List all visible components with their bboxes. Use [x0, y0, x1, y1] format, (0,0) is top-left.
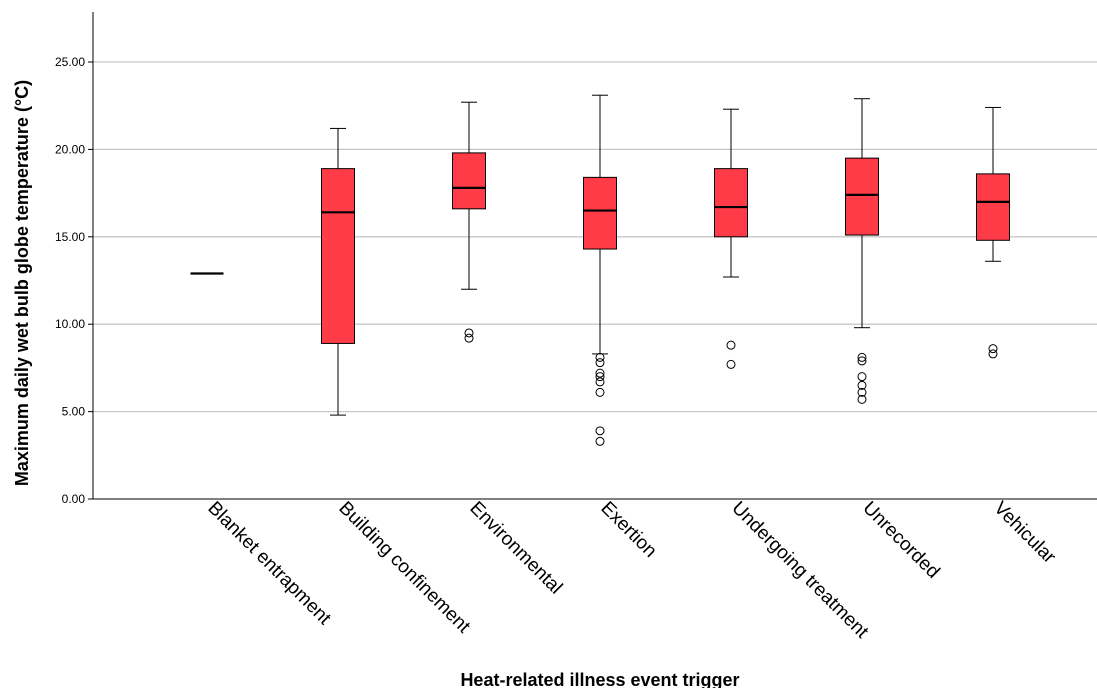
- y-tick-label: 5.00: [62, 405, 86, 419]
- outlier-point: [726, 359, 736, 369]
- y-tick-label: 20.00: [55, 142, 85, 156]
- x-tick-label: Exertion: [596, 498, 660, 562]
- outlier-point: [857, 356, 867, 366]
- outlier-point: [595, 387, 605, 397]
- outlier-point: [595, 426, 605, 436]
- boxes: [190, 94, 1010, 446]
- outlier-point: [857, 352, 867, 362]
- x-tick-label: Building confinement: [334, 498, 474, 638]
- y-tick-label: 0.00: [62, 492, 86, 506]
- outlier-point: [464, 333, 474, 343]
- outlier-point: [595, 358, 605, 368]
- y-tick-label: 25.00: [55, 55, 85, 69]
- y-tick-label: 15.00: [55, 230, 85, 244]
- outlier-point: [595, 352, 605, 362]
- y-tick-label: 10.00: [55, 317, 85, 331]
- x-tick-label: Undergoing treatment: [727, 498, 872, 643]
- iqr-box: [583, 176, 617, 250]
- x-tick-label: Blanket entrapment: [203, 498, 335, 630]
- outlier-point: [857, 394, 867, 404]
- x-tick-label: Vehicular: [989, 498, 1060, 569]
- outlier-point: [988, 344, 998, 354]
- box-group: [321, 127, 355, 416]
- outlier-point: [595, 436, 605, 446]
- iqr-box: [976, 173, 1010, 241]
- outlier-point: [595, 368, 605, 378]
- x-tick-labels: Blanket entrapment Building confinementEn…: [203, 498, 1060, 643]
- y-tick-labels: 0.00 5.00 10.00 15.00 20.00 25.00: [55, 55, 93, 506]
- x-tick-label: Unrecorded: [858, 498, 943, 583]
- outlier-point: [464, 328, 474, 338]
- box-group: [976, 106, 1010, 359]
- outlier-point: [857, 380, 867, 390]
- box-group: [714, 108, 748, 369]
- iqr-box: [714, 168, 748, 238]
- axes: [92, 12, 1097, 500]
- outlier-point: [857, 372, 867, 382]
- y-axis-title: Maximum daily wet bulb globe temperature…: [12, 80, 32, 486]
- outlier-point: [988, 349, 998, 359]
- box-group: [452, 101, 486, 343]
- outlier-point: [595, 372, 605, 382]
- iqr-box: [845, 157, 879, 236]
- outlier-point: [857, 387, 867, 397]
- iqr-box: [321, 168, 355, 344]
- x-axis-title: Heat-related illness event trigger: [460, 670, 739, 688]
- x-tick-label: Environmental: [465, 498, 566, 599]
- iqr-box: [452, 152, 486, 210]
- box-group: [583, 94, 617, 446]
- outlier-point: [595, 377, 605, 387]
- box-group: [845, 98, 879, 404]
- outlier-point: [726, 340, 736, 350]
